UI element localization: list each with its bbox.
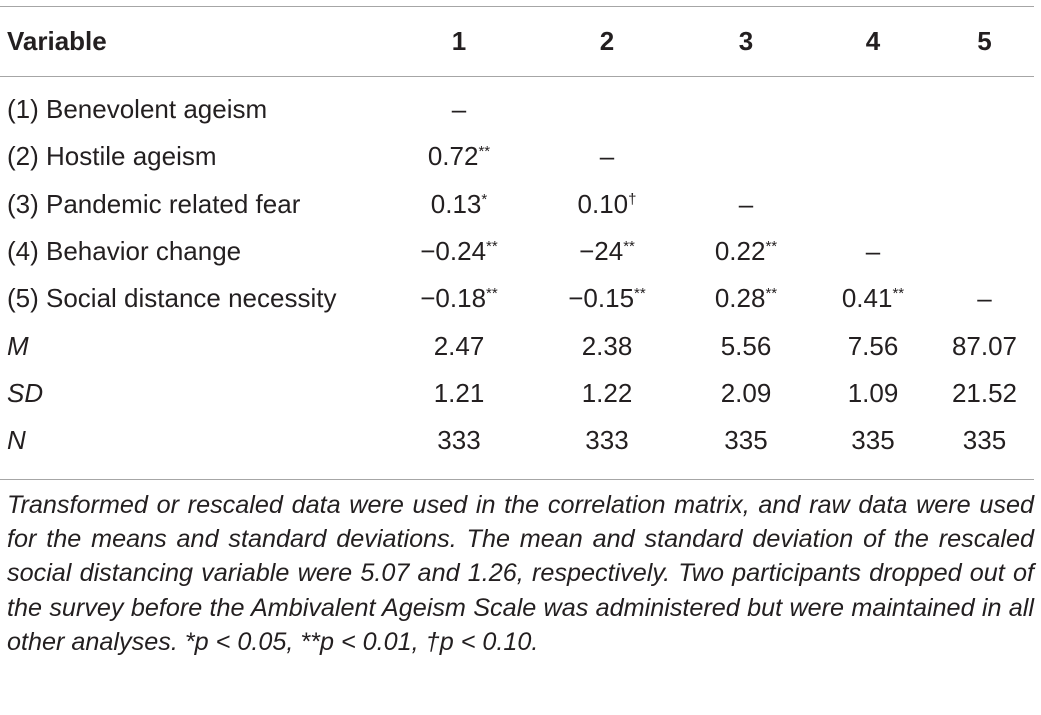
table-footnote: Transformed or rescaled data were used i…	[7, 491, 1034, 656]
header-col-5: 5	[977, 26, 992, 56]
row-label: (4) Behavior change	[7, 236, 242, 267]
table-cell: –	[977, 283, 992, 314]
table-cell: 333	[437, 425, 481, 456]
table-cell: 0.22**	[714, 236, 778, 267]
table-cell: 0.41**	[841, 283, 905, 314]
table-row: SD 1.21 1.22 2.09 1.09 21.52	[0, 370, 1034, 417]
table-cell: −24**	[579, 236, 635, 267]
row-label: N	[7, 425, 26, 456]
table-cell: −0.24**	[420, 236, 498, 267]
header-rule	[0, 76, 1034, 77]
table-cell	[935, 133, 1034, 180]
table-cell: 0.72**	[427, 141, 491, 172]
table-cell	[811, 133, 935, 180]
table-cell: 1.09	[847, 377, 899, 408]
table-cell: −0.15**	[568, 283, 646, 314]
table-row: M 2.47 2.38 5.56 7.56 87.07	[0, 322, 1034, 369]
table-row: (3) Pandemic related fear 0.13* 0.10† –	[0, 181, 1034, 228]
table-cell: 335	[724, 425, 768, 456]
row-label: (5) Social distance necessity	[7, 283, 337, 314]
table-cell	[935, 228, 1034, 275]
table-cell	[811, 76, 935, 133]
table-cell	[533, 76, 681, 133]
correlation-table: Variable 1 2 3 4 5 (1) Benevolent ageism…	[0, 7, 1034, 464]
table-row: (5) Social distance necessity −0.18** −0.1…	[0, 275, 1034, 322]
table-cell: 21.52	[951, 377, 1018, 408]
row-label: (1) Benevolent ageism	[7, 94, 268, 125]
table-cell: 2.47	[433, 330, 485, 361]
table-row: (1) Benevolent ageism –	[0, 76, 1034, 133]
table-cell	[811, 181, 935, 228]
table-cell	[681, 76, 811, 133]
table-cell: −0.18**	[420, 283, 498, 314]
table-cell	[681, 133, 811, 180]
table-cell: 7.56	[847, 330, 899, 361]
header-col-4: 4	[865, 26, 881, 56]
table-cell: 2.09	[720, 377, 772, 408]
table-cell: 2.38	[581, 330, 633, 361]
row-label: M	[7, 330, 29, 361]
table-cell	[935, 76, 1034, 133]
header-col-1: 1	[451, 26, 467, 56]
top-rule	[0, 6, 1034, 7]
table-cell: 0.10†	[577, 188, 637, 219]
table-cell: 0.28**	[714, 283, 778, 314]
header-variable: Variable	[7, 26, 107, 56]
table-cell: –	[599, 141, 615, 172]
row-label: (3) Pandemic related fear	[7, 188, 301, 219]
table-cell: 1.21	[433, 377, 485, 408]
table-row: (2) Hostile ageism 0.72** –	[0, 133, 1034, 180]
bottom-rule	[0, 479, 1034, 480]
header-col-3: 3	[738, 26, 754, 56]
table-row: N 333 333 335 335 335	[0, 417, 1034, 464]
header-row: Variable 1 2 3 4 5	[0, 7, 1034, 76]
table-cell: 335	[962, 425, 1007, 456]
table-row: (4) Behavior change −0.24** −24** 0.22** –	[0, 228, 1034, 275]
table-cell: 333	[585, 425, 629, 456]
table-cell: 5.56	[720, 330, 772, 361]
table-cell: 87.07	[951, 330, 1018, 361]
header-col-2: 2	[599, 26, 615, 56]
table-cell: –	[865, 236, 881, 267]
table-cell: 1.22	[581, 377, 633, 408]
table-cell: 335	[851, 425, 895, 456]
row-label: SD	[7, 377, 44, 408]
table-cell: –	[738, 188, 754, 219]
table-cell: 0.13*	[430, 188, 488, 219]
table-cell	[935, 181, 1034, 228]
table-cell: –	[451, 94, 467, 125]
row-label: (2) Hostile ageism	[7, 141, 217, 172]
